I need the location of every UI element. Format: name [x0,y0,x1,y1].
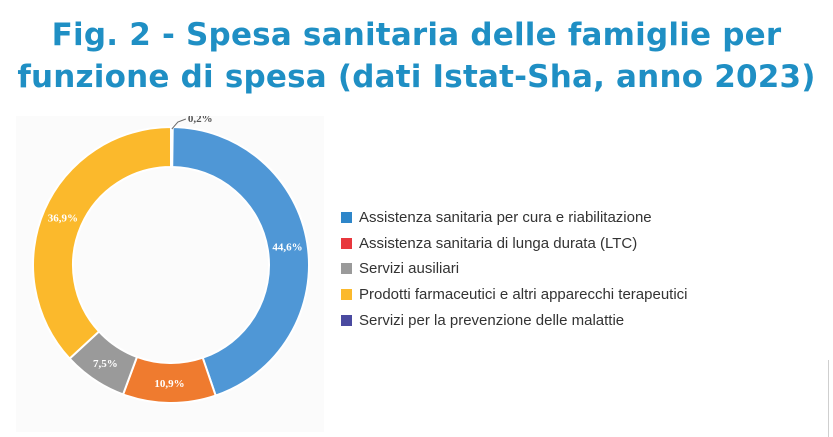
legend-label-0: Assistenza sanitaria per cura e riabilit… [359,209,652,227]
legend-label-1: Assistenza sanitaria di lunga durata (LT… [359,234,638,252]
chart-title-line-2: funzione di spesa (dati Istat-Sha, anno … [17,59,816,95]
donut-slice-3 [32,125,172,361]
legend-swatch-1 [341,237,352,249]
legend-item-2: Servizi ausiliari [341,256,688,282]
donut-chart: 0,2% 44,6% 10,9% 7,5% 36,9% [32,116,310,404]
legend-label-2: Servizi ausiliari [359,260,460,278]
data-label-2: 7,5% [93,358,118,370]
legend-item-4: Servizi per la prevenzione delle malatti… [341,307,688,333]
page-edge-divider [828,360,829,437]
data-label-4: 0,2% [188,116,213,125]
legend-swatch-2 [341,263,352,275]
legend-swatch-0 [341,212,352,224]
chart-legend: Assistenza sanitaria per cura e riabilit… [341,205,688,333]
donut-slice-0 [171,125,310,397]
legend-item-1: Assistenza sanitaria di lunga durata (LT… [341,231,688,257]
legend-item-0: Assistenza sanitaria per cura e riabilit… [341,205,688,231]
legend-label-3: Prodotti farmaceutici e altri apparecchi… [359,286,688,304]
data-label-3: 36,9% [48,213,78,225]
chart-title-line-1: Fig. 2 - Spesa sanitaria delle famiglie … [51,17,782,53]
chart-panel: 0,2% 44,6% 10,9% 7,5% 36,9% [16,116,324,432]
data-label-0: 44,6% [272,241,302,253]
legend-label-4: Servizi per la prevenzione delle malatti… [359,311,625,329]
leader-line-4 [171,118,187,130]
legend-item-3: Prodotti farmaceutici e altri apparecchi… [341,282,688,308]
legend-swatch-3 [341,289,352,301]
chart-title: Fig. 2 - Spesa sanitaria delle famiglie … [0,14,833,98]
data-label-1: 10,9% [154,378,184,390]
legend-swatch-4 [341,314,352,326]
